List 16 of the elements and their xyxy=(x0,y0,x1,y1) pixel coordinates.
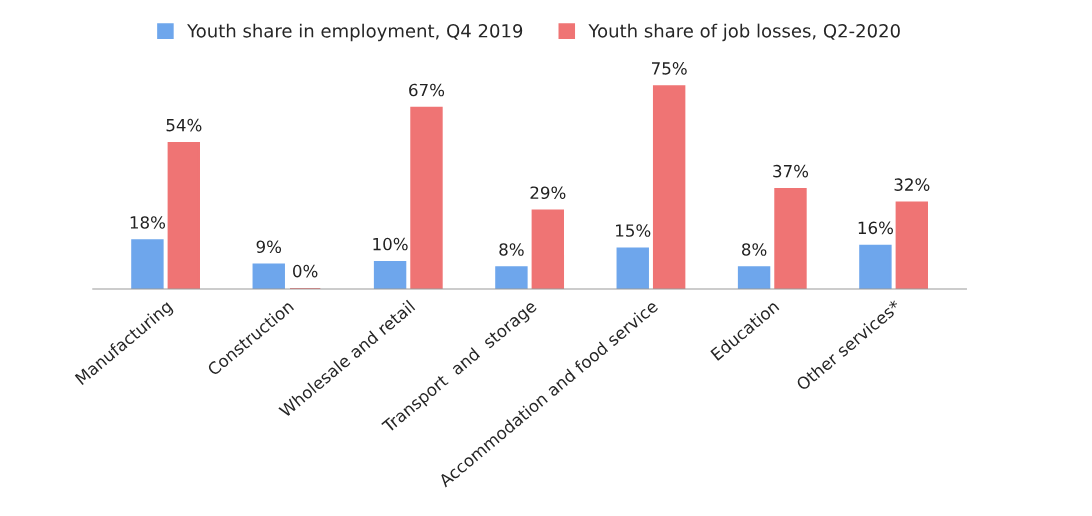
data-label: 0% xyxy=(293,264,318,278)
legend-label: Youth share of job losses, Q2-2020 xyxy=(588,23,900,42)
data-label: 75% xyxy=(652,62,687,75)
data-label: 32% xyxy=(894,178,930,191)
data-label: 54% xyxy=(166,118,202,132)
data-label: 8% xyxy=(742,243,767,256)
data-label: 16% xyxy=(858,221,894,235)
data-label: 9% xyxy=(256,240,282,254)
data-label: 67% xyxy=(409,83,445,97)
data-label: 18% xyxy=(130,216,166,229)
data-label: 8% xyxy=(499,243,524,256)
data-label: 29% xyxy=(530,186,566,200)
data-label: 15% xyxy=(616,224,651,237)
data-label: 10% xyxy=(373,237,408,251)
data-label: 37% xyxy=(773,164,809,178)
legend-label: Youth share in employment, Q4 2019 xyxy=(187,23,523,42)
